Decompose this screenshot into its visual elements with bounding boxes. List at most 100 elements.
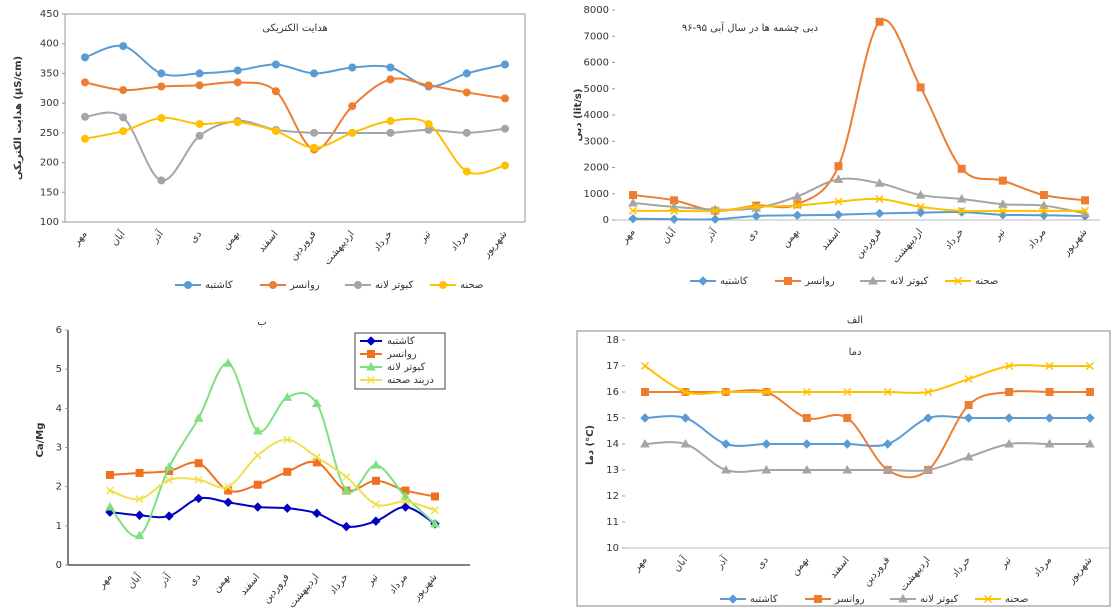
legend-marker — [983, 594, 993, 604]
marker — [710, 214, 720, 224]
marker — [802, 439, 812, 449]
marker — [721, 464, 731, 474]
x-tick-label: اردیبهشت — [286, 572, 321, 608]
y-tick-label: 200 — [40, 158, 59, 169]
marker — [282, 503, 292, 513]
marker — [501, 94, 509, 103]
marker — [1085, 361, 1095, 371]
marker — [834, 197, 843, 206]
legend-label: کاشتبه — [205, 280, 233, 291]
marker — [233, 66, 242, 75]
marker — [721, 439, 731, 449]
x-tick-label: مرداد — [1026, 227, 1049, 251]
marker — [669, 214, 679, 224]
marker — [1085, 413, 1095, 423]
x-tick-label: شهریور — [480, 229, 509, 261]
marker — [157, 82, 166, 91]
y-tick-label: 11 — [606, 517, 619, 528]
x-tick-label: اسفند — [238, 572, 262, 598]
marker — [81, 112, 89, 121]
marker — [157, 69, 166, 78]
marker — [195, 119, 204, 128]
marker — [998, 210, 1008, 220]
marker — [964, 374, 973, 384]
marker — [956, 193, 967, 203]
marker — [883, 439, 893, 449]
x-tick-label: تیر — [991, 227, 1007, 244]
legend-marker — [366, 361, 376, 371]
x-tick-label: دی — [187, 572, 203, 588]
y-tick-label: 3000 — [584, 136, 609, 147]
marker — [134, 530, 145, 540]
legend-label: کبوتر لانه — [387, 362, 426, 373]
marker — [923, 464, 934, 474]
legend-marker — [814, 595, 822, 603]
marker — [312, 458, 321, 467]
marker — [1005, 388, 1014, 396]
marker — [371, 516, 381, 526]
marker — [195, 131, 204, 140]
legend-marker — [367, 350, 375, 358]
marker — [193, 493, 204, 504]
x-tick-label: آذر — [148, 227, 167, 246]
x-tick-label: آذر — [701, 225, 720, 244]
x-tick-label: بهمن — [211, 572, 233, 595]
marker — [1004, 438, 1014, 448]
marker — [792, 191, 803, 200]
x-tick-label: آبان — [124, 570, 145, 592]
x-tick-label: مهر — [71, 229, 90, 249]
y-tick-label: 1000 — [584, 189, 609, 200]
y-tick-label: 450 — [40, 9, 59, 20]
marker — [1045, 388, 1054, 396]
y-tick-label: 350 — [40, 68, 59, 79]
marker — [1005, 361, 1014, 371]
series-line — [632, 18, 1086, 212]
marker — [342, 472, 351, 481]
series-line — [109, 438, 436, 512]
marker — [310, 69, 319, 78]
y-tick-label: 250 — [40, 128, 59, 139]
series-line — [644, 364, 1090, 395]
marker — [628, 213, 638, 224]
y-tick-label: 5000 — [584, 84, 609, 95]
marker — [283, 435, 292, 444]
marker — [164, 511, 174, 521]
y-tick-label: 8000 — [584, 5, 609, 16]
series-line — [632, 211, 1086, 221]
legend-label: کاشتبه — [720, 276, 748, 287]
legend-label: صحنه — [1005, 594, 1028, 605]
marker — [341, 521, 352, 532]
marker — [883, 387, 892, 397]
legend-marker — [868, 275, 878, 285]
marker — [253, 502, 263, 512]
marker — [963, 413, 974, 423]
marker — [310, 128, 319, 137]
x-tick-label: بهمن — [221, 229, 243, 252]
legend-marker — [354, 281, 362, 289]
marker — [1081, 196, 1089, 205]
marker — [194, 459, 203, 468]
chart-title: دما — [849, 347, 862, 358]
y-axis-label: دبی (lit/s) — [573, 89, 584, 142]
marker — [1004, 413, 1014, 423]
panel-frame — [576, 330, 1111, 607]
legend-label: دربند صحنه — [387, 375, 434, 386]
marker — [371, 500, 380, 509]
y-tick-label: 300 — [40, 98, 59, 109]
y-tick-label: 4 — [56, 403, 62, 414]
legend-label: کبوتر لانه — [375, 280, 414, 291]
marker — [430, 518, 440, 528]
marker — [311, 398, 322, 408]
marker — [680, 438, 691, 448]
marker — [762, 387, 771, 397]
y-tick-label: 2 — [56, 482, 62, 493]
marker — [119, 42, 128, 51]
marker — [348, 63, 357, 72]
legend-label: کاشتبه — [387, 336, 415, 347]
x-tick-label: دی — [755, 555, 771, 571]
marker — [1080, 206, 1090, 215]
marker — [924, 387, 933, 397]
marker — [371, 476, 380, 485]
legend-marker — [439, 281, 447, 289]
